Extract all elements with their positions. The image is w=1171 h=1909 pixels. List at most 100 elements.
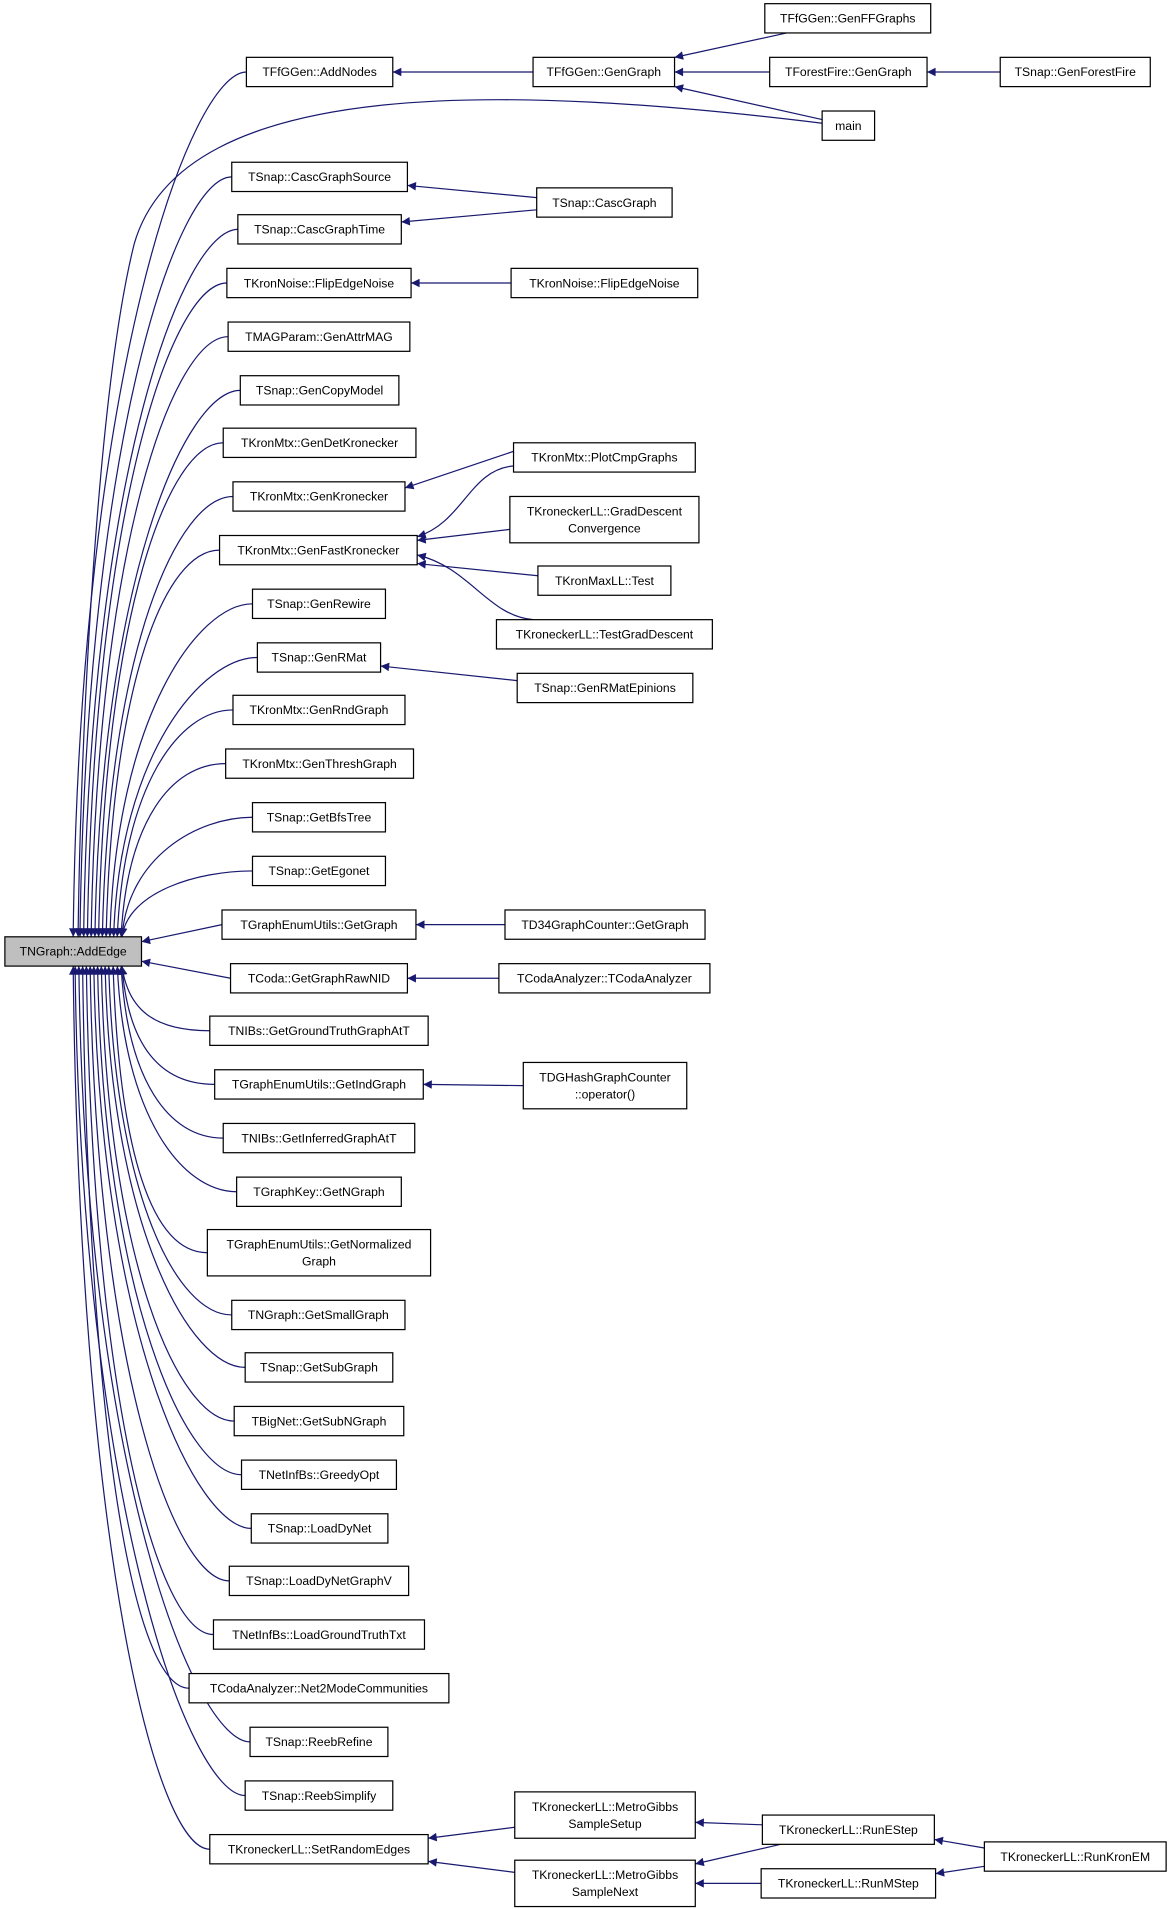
node-reebsimp[interactable]: TSnap::ReebSimplify: [244, 1780, 394, 1811]
node-setrand[interactable]: TKroneckerLL::SetRandomEdges: [209, 1833, 429, 1865]
node-loadgt[interactable]: TNetInfBs::LoadGroundTruthTxt: [212, 1619, 426, 1650]
node-box: [233, 1405, 405, 1437]
node-cascgraph[interactable]: TSnap::CascGraph: [536, 187, 673, 218]
edge-graddesc-to-genfastkron: [417, 528, 510, 544]
node-rmatepin[interactable]: TSnap::GenRMatEpinions: [516, 672, 694, 704]
node-gendetkron[interactable]: TKronMtx::GenDetKronecker: [222, 427, 417, 459]
node-greedy[interactable]: TNetInfBs::GreedyOpt: [240, 1459, 398, 1490]
node-box: [244, 1780, 394, 1811]
node-genrmat[interactable]: TSnap::GenRMat: [256, 642, 382, 673]
node-dghash[interactable]: TDGHashGraphCounter::operator(): [522, 1061, 688, 1110]
node-label: TSnap::GetEgonet: [268, 864, 370, 878]
node-genrnd[interactable]: TKronMtx::GenRndGraph: [232, 694, 406, 726]
node-genattrmag[interactable]: TMAGParam::GenAttrMAG: [227, 321, 411, 352]
node-genfastkron[interactable]: TKronMtx::GenFastKronecker: [218, 534, 418, 566]
node-ffgengraph[interactable]: TFfGGen::GenGraph: [532, 56, 676, 88]
node-geugetgraph[interactable]: TGraphEnumUtils::GetGraph: [221, 909, 417, 940]
node-bigsub[interactable]: TBigNet::GetSubNGraph: [233, 1405, 405, 1437]
node-testgrad[interactable]: TKroneckerLL::TestGradDescent: [495, 619, 713, 650]
node-label: TSnap::ReebRefine: [265, 1735, 372, 1749]
node-codaanalyzer[interactable]: TCodaAnalyzer::TCodaAnalyzer: [498, 963, 711, 994]
node-box: [209, 1015, 429, 1046]
node-box: [231, 1299, 406, 1331]
node-loaddy[interactable]: TSnap::LoadDyNet: [250, 1513, 389, 1544]
edge-testgrad-to-genfastkron: [417, 552, 534, 621]
edge-plotcmp-to-genfastkron: [416, 465, 514, 539]
node-box: [760, 1868, 937, 1899]
node-reebref[interactable]: TSnap::ReebRefine: [249, 1726, 389, 1758]
node-genffgraphs[interactable]: TFfGGen::GenFFGraphs: [764, 3, 932, 34]
node-root[interactable]: TNGraph::AddEdge: [4, 936, 143, 967]
node-runmstep[interactable]: TKroneckerLL::RunMStep: [760, 1868, 937, 1899]
edge-setrand-to-root: [69, 966, 210, 1850]
edge-gkngraph-to-root: [113, 966, 237, 1193]
node-runkronem[interactable]: TKroneckerLL::RunKronEM: [983, 1841, 1167, 1872]
node-casctime[interactable]: TSnap::CascGraphTime: [237, 214, 402, 245]
node-genthresh[interactable]: TKronMtx::GenThreshGraph: [225, 748, 415, 779]
edge-plotcmp-to-genkron: [404, 450, 514, 490]
edge-mgnext-to-setrand: [428, 1858, 515, 1873]
node-box: [245, 56, 394, 88]
node-maxlltest[interactable]: TKronMaxLL::Test: [537, 565, 672, 596]
node-box: [188, 1672, 450, 1704]
edge-loaddyv-to-root: [85, 966, 230, 1582]
node-flip2[interactable]: TKronNoise::FlipEdgeNoise: [510, 267, 699, 299]
node-label: TSnap::CascGraphTime: [254, 223, 385, 237]
node-runestep[interactable]: TKroneckerLL::RunEStep: [761, 1814, 935, 1845]
node-label: TNIBs::GetInferredGraphAtT: [241, 1131, 397, 1145]
edge-geunorm-to-root: [109, 966, 208, 1254]
node-cascsrc[interactable]: TSnap::CascGraphSource: [231, 161, 409, 193]
node-label: TSnap::GenCopyModel: [256, 384, 383, 398]
node-label: TSnap::CascGraph: [552, 196, 656, 210]
node-box: [209, 1833, 429, 1865]
edge-nibsinf-to-root: [117, 966, 224, 1139]
node-geuind[interactable]: TGraphEnumUtils::GetIndGraph: [214, 1069, 424, 1100]
node-genrewire[interactable]: TSnap::GenRewire: [251, 588, 387, 620]
edge-cascgraph-to-casctime: [401, 209, 537, 226]
node-net2mode[interactable]: TCodaAnalyzer::Net2ModeCommunities: [188, 1672, 450, 1704]
edge-genfastkron-to-root: [102, 549, 220, 937]
node-addnodes[interactable]: TFfGGen::AddNodes: [245, 56, 394, 88]
node-label: TCoda::GetGraphRawNID: [248, 972, 390, 986]
node-main[interactable]: main: [821, 110, 876, 141]
node-getegonet[interactable]: TSnap::GetEgonet: [251, 855, 387, 887]
node-box: [769, 56, 928, 88]
node-label: TKronNoise::FlipEdgeNoise: [529, 276, 680, 290]
node-getbfs[interactable]: TSnap::GetBfsTree: [251, 802, 387, 833]
node-ffgraph[interactable]: TForestFire::GenGraph: [769, 56, 928, 88]
node-gencopy[interactable]: TSnap::GenCopyModel: [239, 375, 400, 406]
node-box: [512, 442, 696, 473]
node-flip1[interactable]: TKronNoise::FlipEdgeNoise: [226, 267, 412, 299]
node-nibsinf[interactable]: TNIBs::GetInferredGraphAtT: [222, 1122, 416, 1154]
edge-net2mode-to-root: [78, 966, 190, 1689]
node-subgraph[interactable]: TSnap::GetSubGraph: [244, 1352, 394, 1383]
node-label: TDGHashGraphCounter: [539, 1070, 670, 1084]
node-box: [218, 534, 418, 566]
node-plotcmp[interactable]: TKronMtx::PlotCmpGraphs: [512, 442, 696, 473]
node-label: TSnap::GenRMatEpinions: [534, 681, 676, 695]
node-box: [504, 909, 706, 940]
node-loaddyv[interactable]: TSnap::LoadDyNetGraphV: [228, 1565, 410, 1597]
node-nibsgt[interactable]: TNIBs::GetGroundTruthGraphAtT: [209, 1015, 429, 1046]
node-label: TKroneckerLL::SetRandomEdges: [228, 1842, 410, 1856]
node-box: [761, 1814, 935, 1845]
node-genforestfire[interactable]: TSnap::GenForestFire: [999, 56, 1151, 88]
node-gkngraph[interactable]: TGraphKey::GetNGraph: [236, 1176, 402, 1207]
node-codaraw[interactable]: TCoda::GetGraphRawNID: [229, 963, 409, 994]
node-box: [495, 619, 713, 650]
node-d34[interactable]: TD34GraphCounter::GetGraph: [504, 909, 706, 940]
edges-layer: [69, 32, 1001, 1888]
node-label: TGraphEnumUtils::GetIndGraph: [232, 1078, 406, 1092]
nodes-layer: TNGraph::AddEdgeTFfGGen::AddNodesTSnap::…: [4, 3, 1167, 1908]
node-small[interactable]: TNGraph::GetSmallGraph: [231, 1299, 406, 1331]
node-label: TCodaAnalyzer::TCodaAnalyzer: [517, 972, 692, 986]
edge-dghash-to-geuind: [423, 1080, 524, 1089]
node-genkron[interactable]: TKronMtx::GenKronecker: [232, 481, 406, 512]
node-label: TSnap::GenRewire: [267, 597, 371, 611]
node-box: [226, 267, 412, 299]
edge-main-to-root: [73, 99, 823, 937]
